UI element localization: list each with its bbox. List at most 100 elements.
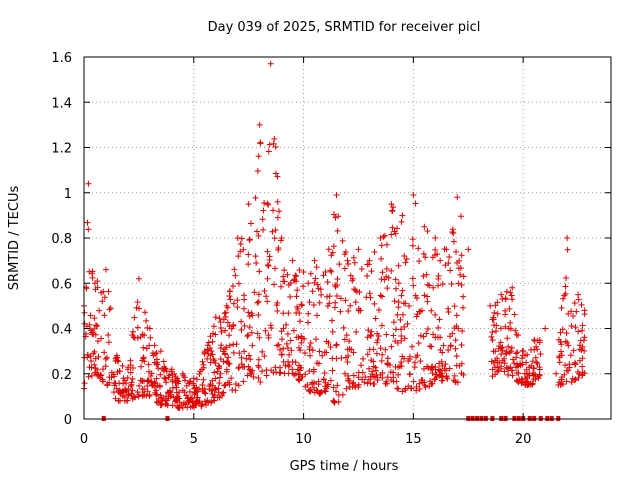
data-point xyxy=(390,332,397,339)
data-point xyxy=(95,353,102,360)
data-point xyxy=(344,359,351,366)
data-point xyxy=(274,308,281,315)
data-point xyxy=(289,358,296,365)
data-point xyxy=(141,332,148,339)
data-point xyxy=(91,280,98,287)
data-point xyxy=(349,277,356,284)
data-point xyxy=(153,398,160,405)
chart-title: Day 039 of 2025, SRMTID for receiver pic… xyxy=(208,20,481,35)
data-point xyxy=(418,377,425,384)
data-point xyxy=(119,388,126,395)
data-point xyxy=(94,338,101,345)
data-point xyxy=(369,368,376,375)
data-point xyxy=(395,371,402,378)
data-point xyxy=(398,292,405,299)
data-point xyxy=(96,307,103,314)
data-point xyxy=(388,343,395,350)
data-point xyxy=(524,374,531,381)
data-point xyxy=(251,289,258,296)
data-point xyxy=(366,290,373,297)
data-point xyxy=(401,323,408,330)
data-point xyxy=(133,304,140,311)
data-point xyxy=(556,353,563,360)
data-point xyxy=(420,365,427,372)
data-point xyxy=(453,312,460,319)
data-point xyxy=(175,404,182,411)
data-point xyxy=(283,340,290,347)
data-point xyxy=(334,282,341,289)
data-point xyxy=(494,364,501,371)
data-point xyxy=(328,268,335,275)
data-point xyxy=(284,331,291,338)
data-point xyxy=(497,325,504,332)
data-point xyxy=(345,375,352,382)
data-point xyxy=(535,375,542,382)
data-point xyxy=(241,292,248,299)
data-point xyxy=(424,293,431,300)
data-point xyxy=(365,376,372,383)
data-point xyxy=(350,254,357,261)
data-point xyxy=(377,345,384,352)
data-point xyxy=(564,235,571,241)
data-point xyxy=(271,135,278,142)
data-point xyxy=(169,402,176,409)
data-point xyxy=(333,342,340,349)
data-point xyxy=(389,207,396,214)
data-point xyxy=(384,360,391,367)
data-point xyxy=(553,370,560,377)
data-point xyxy=(106,374,113,381)
data-point xyxy=(293,309,300,316)
data-point xyxy=(563,378,570,385)
data-point xyxy=(162,375,169,382)
data-point xyxy=(505,371,512,378)
data-point xyxy=(392,326,399,333)
data-point xyxy=(209,338,216,345)
data-point xyxy=(505,325,512,332)
data-point xyxy=(123,388,130,395)
data-point xyxy=(432,366,439,373)
data-point xyxy=(130,393,137,400)
data-point xyxy=(389,224,396,231)
data-point xyxy=(569,375,576,382)
data-point xyxy=(91,315,98,322)
data-point xyxy=(377,292,384,299)
data-point xyxy=(356,289,363,296)
data-point xyxy=(383,241,390,248)
data-point xyxy=(337,295,344,302)
data-point xyxy=(575,296,582,303)
data-point xyxy=(211,369,218,376)
data-point xyxy=(102,363,109,370)
data-point xyxy=(141,391,148,398)
data-point xyxy=(501,355,508,362)
data-point xyxy=(92,286,99,293)
data-point xyxy=(561,371,568,378)
x-tick-label: 10 xyxy=(295,432,312,447)
data-point xyxy=(444,375,451,382)
data-point xyxy=(506,305,513,312)
data-point xyxy=(520,348,527,355)
data-point xyxy=(378,255,385,262)
data-point xyxy=(166,372,173,379)
data-point xyxy=(458,342,465,349)
data-point xyxy=(311,384,317,391)
data-point xyxy=(445,260,452,267)
data-point xyxy=(420,250,427,257)
data-point xyxy=(581,347,588,354)
data-point xyxy=(224,319,231,326)
data-point xyxy=(339,237,346,244)
data-point xyxy=(382,380,389,387)
data-point xyxy=(217,325,224,332)
data-point xyxy=(276,370,283,377)
data-point xyxy=(557,329,564,336)
data-point xyxy=(326,300,333,307)
data-point xyxy=(406,302,413,309)
data-point xyxy=(235,253,242,260)
data-point xyxy=(401,335,408,342)
data-point xyxy=(159,365,166,372)
data-point xyxy=(327,344,334,351)
data-point xyxy=(219,390,226,397)
data-point xyxy=(327,377,334,384)
data-point xyxy=(111,373,118,380)
data-point xyxy=(140,354,147,361)
data-point xyxy=(574,368,581,375)
